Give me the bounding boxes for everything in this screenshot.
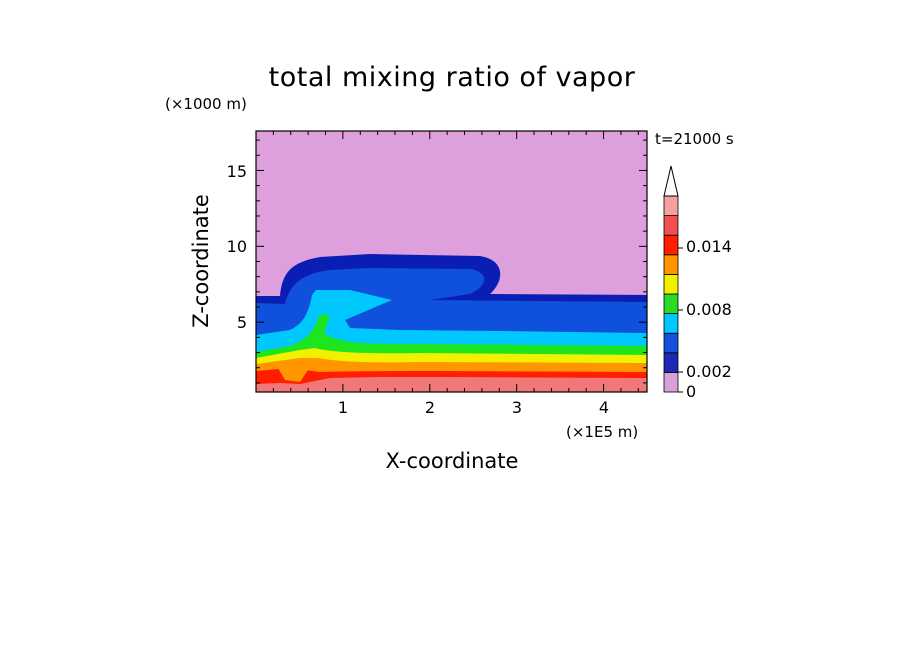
colorbar-band [663, 195, 679, 217]
colorbar-tick-labels: 0 0.002 0.008 0.014 [686, 237, 732, 401]
colorbar-band [663, 313, 679, 334]
contour-field [256, 131, 647, 392]
colorbar-band [663, 332, 679, 354]
axis-ticks [256, 131, 647, 392]
colorbar-band [663, 234, 679, 256]
band-orange-blob [278, 364, 308, 382]
band-pink [256, 377, 647, 392]
x-unit-label: (×1E5 m) [566, 423, 638, 441]
y-tick-label: 10 [227, 237, 247, 256]
x-tick-labels: 1 2 3 4 [338, 398, 609, 417]
x-axis-label: X-coordinate [386, 449, 519, 473]
band-green-plume [314, 315, 330, 345]
colorbar-band [663, 293, 679, 315]
colorbar-band [663, 273, 679, 295]
time-label: t=21000 s [655, 130, 734, 148]
y-tick-label: 15 [227, 162, 247, 181]
y-tick-labels: 5 10 15 [227, 162, 247, 332]
colorbar-tick-label: 0 [686, 382, 696, 401]
colorbar-tick-label: 0.002 [686, 362, 732, 381]
colorbar-band [663, 371, 679, 393]
colorbar-band [663, 254, 679, 275]
y-axis-label: Z-coordinate [189, 194, 213, 328]
colorbar-tick-label: 0.008 [686, 300, 732, 319]
colorbar [663, 165, 683, 393]
y-tick-label: 5 [237, 313, 247, 332]
colorbar-tick-label: 0.014 [686, 237, 732, 256]
colorbar-band [663, 352, 679, 373]
x-tick-label: 3 [512, 398, 522, 417]
x-tick-label: 1 [338, 398, 348, 417]
colorbar-band [663, 215, 679, 236]
chart-title: total mixing ratio of vapor [269, 62, 636, 93]
colorbar-extend-arrow [663, 165, 679, 197]
x-tick-label: 4 [599, 398, 609, 417]
x-tick-label: 2 [425, 398, 435, 417]
y-unit-label: (×1000 m) [165, 95, 247, 113]
